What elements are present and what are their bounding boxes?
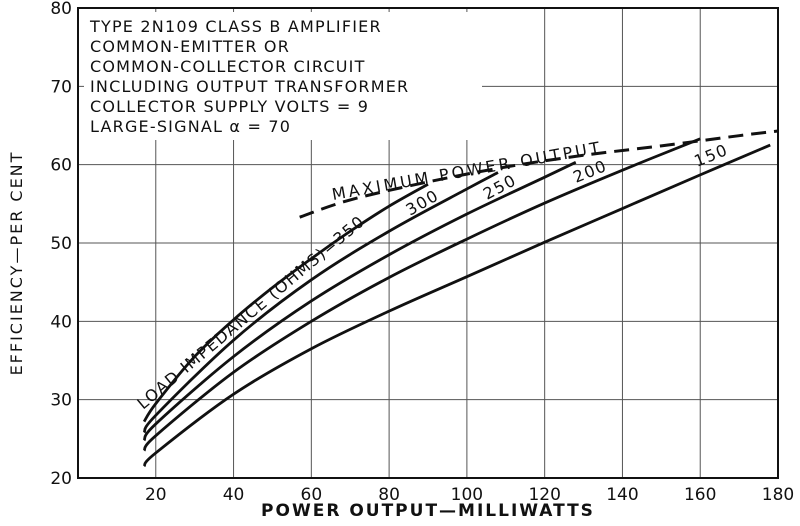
- series-line-350: [142, 183, 429, 423]
- title-line: COLLECTOR SUPPLY VOLTS = 9: [90, 97, 369, 116]
- title-line: COMMON-EMITTER OR: [90, 37, 290, 56]
- x-tick-label: 40: [223, 485, 245, 505]
- tick-labels: 20 40 60 80 100 120 140 160 180 20 30 40 50 60 70 80: [50, 0, 794, 505]
- y-tick-label: 70: [50, 77, 72, 97]
- y-tick-label: 40: [50, 312, 72, 332]
- title-line: COMMON-COLLECTOR CIRCUIT: [90, 57, 366, 76]
- series-line-150: [142, 143, 771, 468]
- x-tick-label: 120: [528, 485, 560, 505]
- y-tick-label: 20: [50, 469, 72, 489]
- y-tick-label: 50: [50, 234, 72, 254]
- title-line: LARGE-SIGNAL α = 70: [90, 117, 291, 136]
- x-tick-label: 80: [378, 485, 400, 505]
- plot-frame: [77, 7, 779, 479]
- x-tick-label: 180: [762, 485, 794, 505]
- series-line-300: [142, 171, 499, 434]
- y-tick-label: 60: [50, 156, 72, 176]
- x-tick-label: 100: [451, 485, 483, 505]
- title-background: [84, 12, 482, 140]
- x-tick-label: 160: [684, 485, 716, 505]
- title-line: TYPE 2N109 CLASS B AMPLIFIER: [89, 17, 382, 36]
- curve-label-150: 150: [691, 140, 731, 171]
- title-block: TYPE 2N109 CLASS B AMPLIFIERCOMMON-EMITT…: [84, 12, 482, 140]
- y-tick-label: 30: [50, 391, 72, 411]
- x-tick-label: 60: [301, 485, 323, 505]
- series-group: [142, 137, 771, 468]
- y-tick-label: 80: [50, 0, 72, 19]
- x-axis-label: POWER OUTPUT—MILLIWATTS: [261, 501, 595, 521]
- series-line-250: [142, 161, 577, 442]
- title-line: INCLUDING OUTPUT TRANSFORMER: [90, 77, 409, 96]
- x-tick-label: 140: [606, 485, 638, 505]
- x-tick-label: 20: [145, 485, 167, 505]
- series-line-200: [142, 137, 701, 452]
- y-axis-label: EFFICIENCY—PER CENT: [7, 151, 26, 376]
